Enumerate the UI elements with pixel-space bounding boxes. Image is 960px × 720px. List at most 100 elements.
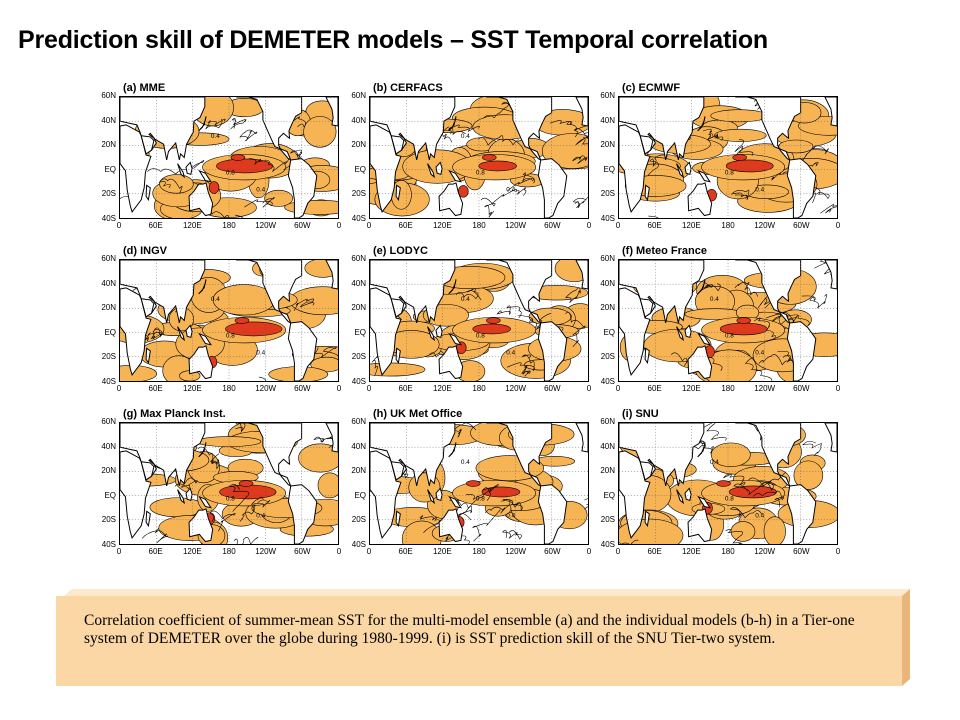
landmass xyxy=(786,484,817,544)
red-region xyxy=(716,480,731,487)
longitude-tick-label: 180 xyxy=(222,384,236,393)
strong-correlation-areas xyxy=(702,480,777,515)
landmass xyxy=(287,321,318,381)
correlation-map: 0.4 0.8 0.4 xyxy=(120,260,338,381)
contour-line xyxy=(239,504,256,522)
contour-label: 0.4 xyxy=(710,296,719,303)
latitude-tick-label: 20N xyxy=(351,140,366,150)
contour-line xyxy=(581,136,588,145)
contour-line xyxy=(521,365,531,377)
latitude-tick-label: 60N xyxy=(351,91,366,100)
panel-label: (g) Max Planck Inst. xyxy=(123,408,226,420)
landmass xyxy=(448,332,462,346)
map-frame: 0.4 0.8 0.4 xyxy=(618,422,838,545)
latitude-tick-label: EQ xyxy=(603,327,615,337)
continents xyxy=(120,423,338,544)
landmass xyxy=(676,326,685,342)
contour-line xyxy=(752,490,784,508)
latitude-tick-label: EQ xyxy=(354,164,366,174)
contour-line xyxy=(748,472,786,491)
panel-label: (c) ECMWF xyxy=(622,82,681,94)
longitude-tick-label: 0 xyxy=(615,547,621,556)
longitude-tick-label: 120W xyxy=(754,384,776,393)
contour-line xyxy=(723,473,746,486)
longitude-tick-label: 120E xyxy=(182,221,202,230)
longitude-tick-label: 0 xyxy=(336,384,342,393)
latitude-tick-label: 40N xyxy=(101,441,116,451)
longitude-tick-label: 120W xyxy=(754,547,776,556)
longitude-tick-label: 120E xyxy=(432,221,452,230)
landmass xyxy=(427,163,436,179)
contour-label: 0.4 xyxy=(211,459,220,466)
continents xyxy=(120,260,338,381)
longitude-tick-label: 180 xyxy=(721,547,735,556)
latitude-tick-label: EQ xyxy=(354,490,366,500)
landmass xyxy=(786,321,817,381)
contour-label: 0.8 xyxy=(226,332,235,339)
landmass xyxy=(287,484,318,544)
contour-line xyxy=(621,539,639,544)
red-region xyxy=(728,485,777,499)
landmass xyxy=(697,332,711,346)
landmass xyxy=(177,489,186,505)
latitude-tick-label: 20N xyxy=(600,140,615,150)
contour-line xyxy=(700,423,727,441)
longitude-tick-label: 180 xyxy=(472,384,486,393)
longitude-tick-label: 0 xyxy=(116,384,122,393)
landmass xyxy=(575,260,588,290)
latitude-tick-label: 60N xyxy=(351,417,366,426)
correlation-map: 0.4 0.8 0.4 xyxy=(619,97,837,218)
latitude-tick-label: 40N xyxy=(101,115,116,125)
landmass xyxy=(575,97,588,127)
latitude-tick-label: 40S xyxy=(351,377,366,386)
longitude-tick-label: 0 xyxy=(586,384,592,393)
longitude-tick-label: 60E xyxy=(398,547,413,556)
landmass xyxy=(676,163,685,179)
landmass xyxy=(427,326,436,342)
latitude-tick-label: 20S xyxy=(600,352,615,362)
contour-line xyxy=(209,510,236,532)
landmass xyxy=(145,510,151,528)
latitude-tick-label: 40S xyxy=(101,540,116,549)
longitude-tick-label: 0 xyxy=(366,547,372,556)
longitude-tick-label: 180 xyxy=(222,547,236,556)
contour-line xyxy=(725,528,744,544)
contour-line xyxy=(419,515,440,533)
contour-line xyxy=(758,354,792,366)
correlation-map: 0.4 0.8 0.4 xyxy=(120,423,338,544)
graticule xyxy=(370,423,588,544)
contour-line xyxy=(729,507,763,519)
longitude-tick-label: 60E xyxy=(398,384,413,393)
graticule xyxy=(619,97,837,218)
landmass xyxy=(145,347,151,365)
landmass xyxy=(438,345,464,380)
contour-line xyxy=(453,423,477,438)
page-title: Prediction skill of DEMETER models – SST… xyxy=(18,26,768,54)
latitude-tick-label: 60N xyxy=(600,417,615,426)
contour-label: 0.8 xyxy=(725,169,734,176)
longitude-tick-label: 60W xyxy=(544,221,561,230)
longitude-tick-label: 180 xyxy=(721,221,735,230)
orange-region xyxy=(710,442,751,467)
longitude-tick-label: 120E xyxy=(182,547,202,556)
correlation-map: 0.4 0.8 0.4 xyxy=(370,423,588,544)
orange-region xyxy=(730,521,756,542)
landmass xyxy=(325,260,338,290)
contour-line xyxy=(648,215,659,218)
contour-label: 0.8 xyxy=(226,495,235,502)
contour-label: 0.4 xyxy=(211,133,220,140)
contour-line xyxy=(502,529,522,540)
latitude-tick-label: 20S xyxy=(600,515,615,525)
orange-region xyxy=(793,460,824,490)
panel-label: (i) SNU xyxy=(622,408,659,420)
map-frame: 0.4 0.8 0.4 xyxy=(618,259,838,382)
landmass xyxy=(188,508,214,543)
contour-label: 0.8 xyxy=(476,495,485,502)
map-frame: 0.4 0.8 0.4 xyxy=(369,96,589,219)
landmass xyxy=(435,487,443,502)
landmass xyxy=(697,116,706,132)
landmass xyxy=(185,487,193,502)
contour-line xyxy=(692,439,714,454)
contour-line xyxy=(244,197,275,208)
contour-line xyxy=(549,120,578,138)
